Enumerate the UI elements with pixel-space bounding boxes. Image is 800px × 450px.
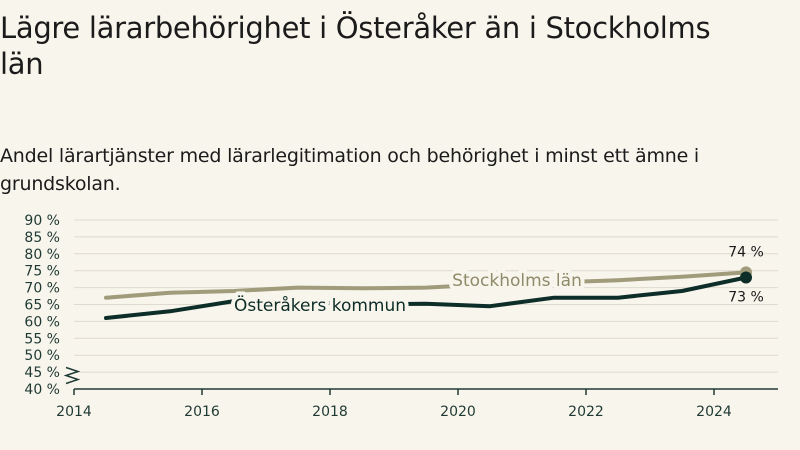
series-label: Österåkers kommun	[234, 294, 406, 316]
x-tick-label: 2016	[184, 404, 220, 420]
y-tick-label: 90 %	[24, 213, 60, 229]
end-value-label: 73 %	[728, 289, 764, 305]
end-value-label: 74 %	[728, 244, 764, 260]
x-tick-label: 2022	[568, 404, 604, 420]
y-tick-label: 70 %	[24, 281, 60, 297]
y-axis-ticks: 40 %45 %50 %55 %60 %65 %70 %75 %80 %85 %…	[24, 213, 81, 398]
x-tick-label: 2014	[56, 404, 92, 420]
y-tick-label: 40 %	[24, 382, 60, 398]
series-label-halo: Stockholms län	[452, 271, 582, 291]
series-end-point	[740, 271, 752, 284]
series-label: Stockholms län	[452, 271, 582, 291]
y-tick-label: 55 %	[24, 331, 60, 347]
gridlines	[74, 219, 778, 373]
chart-subtitle: Andel lärartjänster med lärarlegitimatio…	[0, 145, 700, 195]
y-tick-label: 45 %	[24, 365, 60, 381]
x-axis: 2014 2016 2018 2020 2022 2024	[56, 388, 778, 420]
series-line-0	[104, 270, 748, 300]
series-line-1	[104, 275, 748, 320]
y-tick-label: 50 %	[24, 348, 60, 364]
y-tick-label: 80 %	[24, 247, 60, 263]
chart-title: Lägre lärarbehörighet i Österåker än i S…	[0, 11, 711, 81]
x-tick-label: 2020	[440, 404, 476, 420]
axis-break-icon	[63, 366, 81, 385]
x-tick-label: 2018	[312, 404, 348, 420]
y-tick-label: 65 %	[24, 298, 60, 314]
y-tick-label: 60 %	[24, 314, 60, 330]
y-tick-label: 85 %	[24, 230, 60, 246]
x-tick-label: 2024	[696, 404, 732, 420]
series-lines	[104, 266, 752, 320]
y-tick-label: 75 %	[24, 264, 60, 280]
